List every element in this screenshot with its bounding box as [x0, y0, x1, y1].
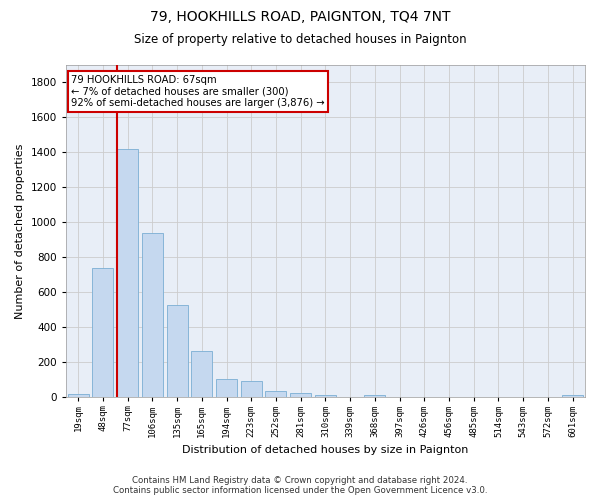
Bar	[315, 395, 336, 398]
Bar	[92, 268, 113, 398]
Text: Size of property relative to detached houses in Paignton: Size of property relative to detached ho…	[134, 32, 466, 46]
Text: Contains HM Land Registry data © Crown copyright and database right 2024.
Contai: Contains HM Land Registry data © Crown c…	[113, 476, 487, 495]
Bar	[167, 304, 188, 398]
X-axis label: Distribution of detached houses by size in Paignton: Distribution of detached houses by size …	[182, 445, 469, 455]
Bar	[68, 394, 89, 398]
Bar	[241, 381, 262, 398]
Bar	[216, 379, 237, 398]
Bar	[191, 351, 212, 398]
Bar	[142, 233, 163, 398]
Text: 79 HOOKHILLS ROAD: 67sqm
← 7% of detached houses are smaller (300)
92% of semi-d: 79 HOOKHILLS ROAD: 67sqm ← 7% of detache…	[71, 75, 325, 108]
Text: 79, HOOKHILLS ROAD, PAIGNTON, TQ4 7NT: 79, HOOKHILLS ROAD, PAIGNTON, TQ4 7NT	[150, 10, 450, 24]
Bar	[117, 149, 138, 398]
Bar	[364, 395, 385, 398]
Bar	[290, 392, 311, 398]
Bar	[265, 391, 286, 398]
Bar	[562, 395, 583, 398]
Y-axis label: Number of detached properties: Number of detached properties	[15, 144, 25, 319]
